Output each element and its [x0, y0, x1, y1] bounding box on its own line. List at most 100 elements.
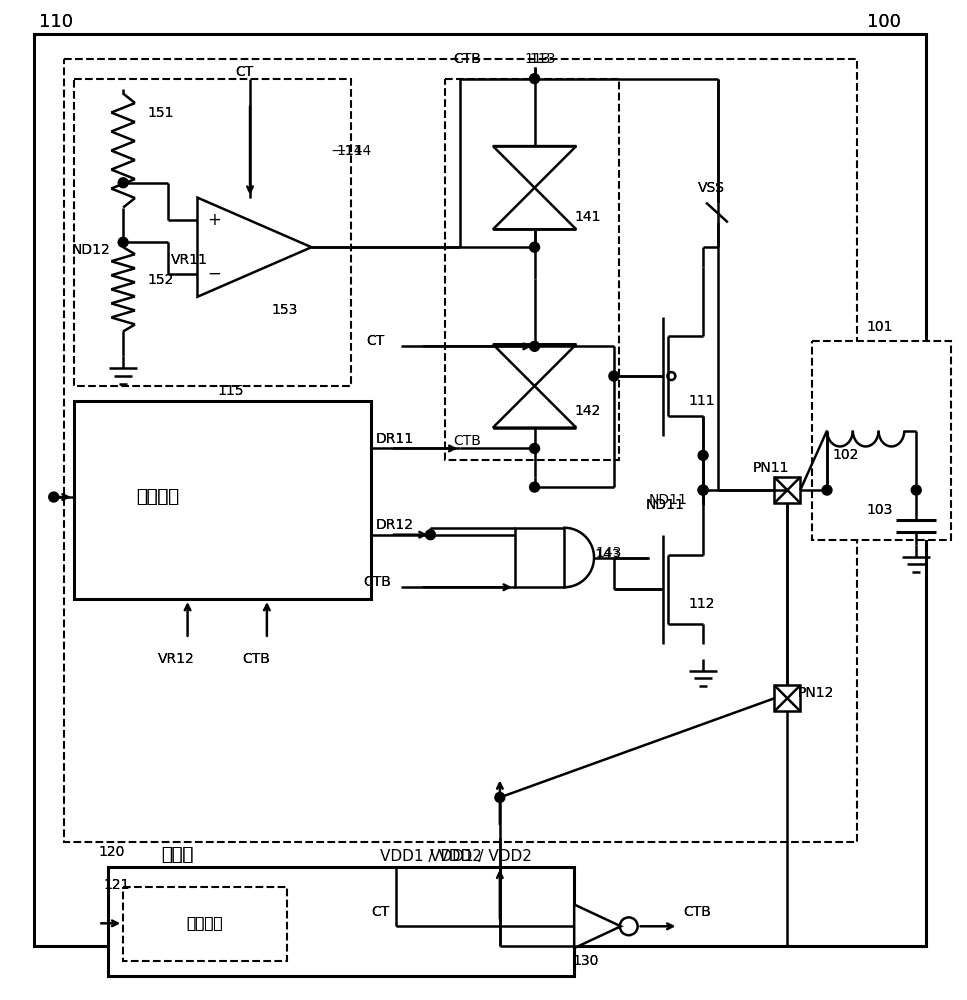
Circle shape — [822, 485, 832, 495]
Text: −: − — [207, 265, 221, 283]
Bar — [73, 79, 351, 386]
Bar — [514, 528, 565, 587]
Text: 100: 100 — [866, 13, 900, 31]
Circle shape — [48, 492, 59, 502]
Text: 142: 142 — [574, 404, 601, 418]
Text: 控制器: 控制器 — [161, 846, 193, 864]
Circle shape — [530, 74, 540, 84]
Text: ND11: ND11 — [646, 498, 685, 512]
Text: ND11: ND11 — [649, 493, 688, 507]
Text: 115: 115 — [218, 384, 244, 398]
Text: 130: 130 — [572, 954, 600, 968]
Text: VR11: VR11 — [171, 253, 208, 267]
Text: CTB: CTB — [454, 434, 482, 448]
Text: VR12: VR12 — [158, 652, 194, 666]
Text: 142: 142 — [574, 404, 601, 418]
Text: 115: 115 — [218, 384, 244, 398]
Circle shape — [609, 371, 619, 381]
Text: PN12: PN12 — [797, 686, 834, 700]
Text: 110: 110 — [39, 13, 73, 31]
Text: 152: 152 — [148, 273, 174, 287]
Text: CTB: CTB — [363, 575, 391, 589]
Text: CTB: CTB — [454, 52, 482, 66]
Text: DR11: DR11 — [376, 432, 414, 446]
Text: VR11: VR11 — [171, 253, 208, 267]
Text: CTB: CTB — [684, 905, 711, 919]
Text: 预设电路: 预设电路 — [187, 916, 222, 931]
Text: 100: 100 — [866, 13, 900, 31]
Text: VSS: VSS — [698, 181, 725, 195]
Text: 153: 153 — [272, 303, 298, 317]
Text: 130: 130 — [572, 954, 600, 968]
Circle shape — [118, 237, 128, 247]
Text: CT: CT — [235, 65, 253, 79]
Polygon shape — [493, 146, 576, 188]
Circle shape — [530, 341, 540, 351]
Text: DR12: DR12 — [376, 518, 414, 532]
Circle shape — [495, 941, 505, 951]
Text: PN11: PN11 — [752, 461, 789, 475]
Bar — [775, 477, 801, 503]
Text: CT: CT — [235, 65, 253, 79]
Text: 143: 143 — [594, 548, 621, 562]
Bar — [108, 867, 574, 976]
Text: 第二电路: 第二电路 — [136, 488, 179, 506]
Text: 113: 113 — [525, 52, 551, 66]
Text: 153: 153 — [272, 303, 298, 317]
Text: ND12: ND12 — [72, 243, 110, 257]
Text: VSS: VSS — [698, 181, 725, 195]
Bar — [812, 341, 951, 540]
Text: 110: 110 — [39, 13, 73, 31]
Bar — [123, 887, 286, 961]
Circle shape — [911, 485, 922, 495]
Text: VDD1 / VDD2: VDD1 / VDD2 — [430, 849, 533, 864]
Bar — [446, 79, 619, 460]
Bar — [775, 685, 801, 711]
Text: PN11: PN11 — [752, 461, 789, 475]
Text: 120: 120 — [99, 845, 125, 859]
Text: DR11: DR11 — [376, 432, 414, 446]
Circle shape — [698, 485, 708, 495]
Text: 151: 151 — [148, 106, 174, 120]
Text: VR12: VR12 — [158, 652, 194, 666]
Text: VDD1 / VDD2: VDD1 / VDD2 — [379, 849, 482, 864]
Text: 152: 152 — [148, 273, 174, 287]
Text: 预设电路: 预设电路 — [187, 916, 222, 931]
Circle shape — [495, 792, 505, 802]
Text: 143: 143 — [595, 546, 622, 560]
Text: 121: 121 — [103, 878, 130, 892]
Text: 控制器: 控制器 — [161, 846, 193, 864]
Text: —114: —114 — [332, 144, 371, 158]
Text: 102: 102 — [832, 448, 859, 462]
Text: 141: 141 — [574, 210, 601, 224]
Text: 111: 111 — [689, 394, 715, 408]
Text: 114: 114 — [337, 144, 363, 158]
Text: CT: CT — [371, 905, 390, 919]
Circle shape — [530, 443, 540, 453]
Polygon shape — [574, 904, 621, 948]
Text: 103: 103 — [866, 503, 894, 517]
Text: 101: 101 — [866, 320, 894, 334]
Text: 第二电路: 第二电路 — [136, 488, 179, 506]
Polygon shape — [493, 344, 576, 386]
Text: CTB: CTB — [242, 652, 270, 666]
Circle shape — [698, 450, 708, 460]
Text: CT: CT — [366, 334, 384, 348]
Text: +: + — [207, 211, 221, 229]
Circle shape — [530, 482, 540, 492]
Text: 112: 112 — [689, 597, 715, 611]
Text: CTB: CTB — [242, 652, 270, 666]
Text: 101: 101 — [866, 320, 894, 334]
Text: CT: CT — [371, 905, 390, 919]
Text: 151: 151 — [148, 106, 174, 120]
Text: CT: CT — [366, 334, 384, 348]
Text: 121: 121 — [103, 878, 130, 892]
Text: 120: 120 — [99, 845, 125, 859]
Text: DR12: DR12 — [376, 518, 414, 532]
Bar — [73, 401, 371, 599]
Polygon shape — [493, 188, 576, 229]
Text: 112: 112 — [689, 597, 715, 611]
Text: CTB: CTB — [684, 905, 711, 919]
Text: CTB: CTB — [454, 52, 482, 66]
Polygon shape — [197, 198, 311, 297]
